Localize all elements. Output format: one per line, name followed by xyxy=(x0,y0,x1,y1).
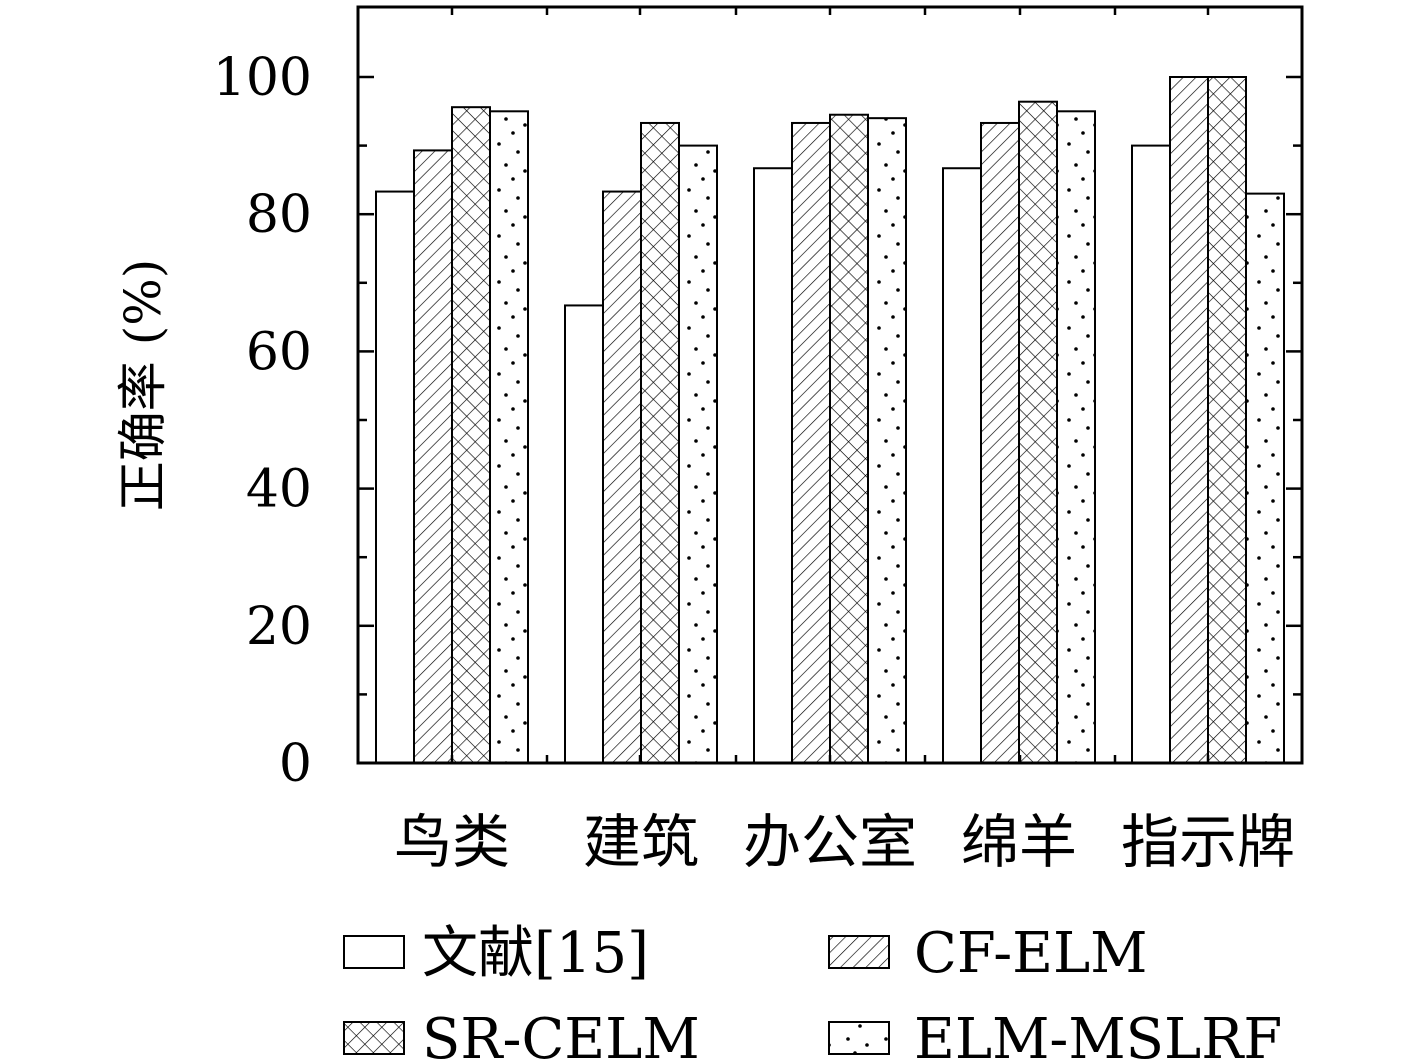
bar-3-2 xyxy=(640,121,680,765)
category-label: 绵羊 xyxy=(961,808,1077,876)
bar-3-3 xyxy=(829,113,869,765)
y-axis-label: 正确率 (%) xyxy=(114,259,172,511)
bar-2-4 xyxy=(980,121,1020,765)
legend-label: SR-CELM xyxy=(422,1007,700,1063)
bar-3-4 xyxy=(1018,100,1058,765)
bar-4-3 xyxy=(867,117,907,765)
category-label: 指示牌 xyxy=(1121,808,1295,876)
y-tick-label: 100 xyxy=(213,48,312,108)
bar-4-2 xyxy=(678,144,718,765)
y-tick-labels: 0 20 40 60 80 100 xyxy=(213,48,312,794)
y-tick-label: 40 xyxy=(246,460,312,520)
y-tick-label: 20 xyxy=(246,597,312,657)
bars-layer xyxy=(375,76,1285,765)
y-tick-label: 60 xyxy=(246,322,312,382)
bar-1-2 xyxy=(564,304,604,764)
bar-2-1 xyxy=(413,149,453,765)
bar-2-5 xyxy=(1169,76,1209,764)
bar-3-1 xyxy=(451,106,491,764)
legend-swatch xyxy=(828,935,890,969)
bar-2-3 xyxy=(791,121,831,765)
bar-4-4 xyxy=(1056,110,1096,765)
legend-swatch xyxy=(828,1021,890,1055)
legend-swatch xyxy=(343,935,405,969)
category-label: 鸟类 xyxy=(394,808,510,876)
legend-swatch xyxy=(343,1021,405,1055)
y-tick-label: 0 xyxy=(279,734,312,794)
bar-4-5 xyxy=(1245,192,1285,764)
legend-label: 文献[15] xyxy=(422,921,649,986)
category-label: 办公室 xyxy=(743,808,917,876)
legend-label: ELM-MSLRF xyxy=(914,1007,1282,1063)
bar-3-5 xyxy=(1207,76,1247,764)
legend-label: CF-ELM xyxy=(914,921,1148,986)
bar-4-1 xyxy=(489,110,529,765)
bar-1-5 xyxy=(1131,144,1171,765)
plot-frame xyxy=(356,5,1304,765)
category-labels: 鸟类 建筑 办公室 绵羊 指示牌 xyxy=(394,808,1295,876)
y-tick-label: 80 xyxy=(246,185,312,245)
bar-1-1 xyxy=(375,190,415,764)
bar-1-3 xyxy=(753,167,793,765)
category-label: 建筑 xyxy=(583,808,699,876)
bar-2-2 xyxy=(602,190,642,764)
legend: 文献[15] CF-ELM SR-CELM ELM-MSLRF xyxy=(343,921,1282,1063)
bar-1-4 xyxy=(942,167,982,765)
